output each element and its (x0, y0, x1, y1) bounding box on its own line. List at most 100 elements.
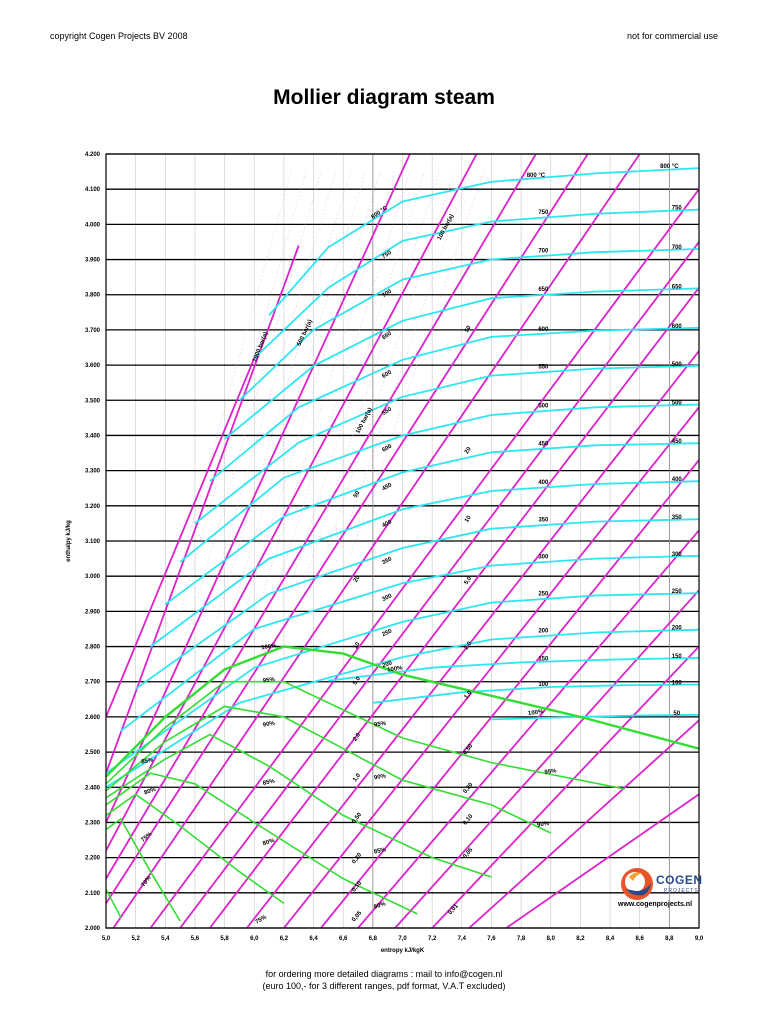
x-tick-label: 8,0 (547, 936, 556, 942)
curve-label: 20 (464, 446, 473, 455)
isobar-line (431, 645, 699, 928)
curve-label: 450 (538, 441, 549, 447)
y-tick-label: 2.900 (85, 609, 101, 615)
x-tick-label: 9,0 (695, 936, 704, 942)
isobar-line (209, 287, 699, 928)
curve-label: 50 (673, 711, 680, 717)
isobar-line (106, 245, 300, 774)
curve-label: 150 (672, 654, 683, 660)
curve-label: 90% (537, 821, 551, 829)
ordering-line-2: (euro 100,- for 3 different ranges, pdf … (262, 981, 506, 991)
y-tick-label: 3.800 (85, 293, 101, 299)
curve-label: 0,20 (351, 852, 363, 865)
curve-label: 10 (464, 514, 473, 523)
y-tick-label: 3.700 (85, 328, 101, 334)
curve-label: 2,0 (352, 732, 362, 743)
x-tick-label: 8,2 (576, 936, 585, 942)
curve-label: 70% (141, 875, 153, 889)
guide-line (261, 171, 396, 598)
curve-label: 650 (538, 287, 549, 293)
y-tick-label: 2.700 (85, 680, 101, 686)
curve-label: 350 (381, 556, 393, 566)
curve-label: 10 (353, 641, 362, 650)
y-tick-label: 2.300 (85, 820, 101, 826)
curve-label: 750 (381, 250, 393, 261)
quality-line (106, 772, 418, 915)
curve-label: 400 (538, 480, 549, 486)
isobar-line (246, 350, 699, 928)
isobar-line (179, 241, 699, 928)
quality-line (106, 888, 122, 918)
curve-label: 95% (544, 768, 557, 776)
isobar-line (320, 459, 699, 928)
y-tick-label: 3.600 (85, 363, 101, 369)
isobar-line (106, 154, 411, 823)
curve-label: 100 (672, 681, 683, 687)
isobar-line (283, 406, 699, 928)
curve-label: 0,01 (448, 903, 461, 916)
logo-url: www.cogenprojects.nl (618, 901, 693, 908)
ordering-info: for ordering more detailed diagrams : ma… (0, 968, 768, 992)
isobar-line (357, 529, 699, 928)
isobar-line (394, 589, 699, 928)
logo-name: COGEN (656, 873, 703, 887)
x-tick-label: 7,2 (428, 936, 437, 942)
logo-subtitle: PROJECTS (664, 888, 699, 894)
curve-label: 95% (263, 677, 276, 685)
isotherm-line (253, 208, 699, 359)
curve-label: 250 (538, 592, 549, 598)
curve-label: 350 (672, 515, 683, 521)
x-tick-label: 6,0 (250, 936, 259, 942)
x-tick-label: 8,4 (606, 936, 615, 942)
x-axis-label: entropy kJ/kgK (381, 948, 425, 954)
curve-label: 450 (672, 439, 683, 445)
curve-label: 20 (353, 574, 362, 583)
quality-line (106, 733, 492, 878)
curve-label: 800 °C (527, 173, 546, 179)
isotherm-line (224, 287, 699, 440)
y-tick-label: 3.500 (85, 398, 101, 404)
quality-line (106, 705, 552, 834)
quality-line (106, 793, 285, 905)
curve-label: 90% (262, 721, 276, 729)
curve-label: 200 (672, 626, 683, 632)
y-tick-label: 3.900 (85, 258, 101, 264)
y-tick-label: 2.600 (85, 715, 101, 721)
curve-label: 2,0 (464, 640, 474, 651)
y-tick-label: 2.400 (85, 785, 101, 791)
curve-label: 300 (538, 555, 549, 561)
curve-label: 750 (672, 206, 683, 212)
x-tick-label: 5,2 (131, 936, 140, 942)
curve-layer (106, 154, 699, 928)
axis-layer: 5,0 5,2 5,4 5,6 5,8 6,0 6,2 6,4 6,6 6,8 7,0 7,2 7,4 7… (66, 152, 704, 954)
isobar-line (106, 154, 478, 852)
curve-label: 1,0 (464, 690, 474, 701)
cogen-logo: COGEN PROJECTS www.cogenprojects.nl (618, 865, 708, 910)
curve-label: 50 (464, 324, 473, 333)
y-tick-label: 3.200 (85, 504, 101, 510)
x-tick-label: 6,4 (309, 936, 318, 942)
curve-label: 300 (381, 593, 393, 603)
isotherm-line (149, 480, 699, 648)
x-tick-label: 7,4 (458, 936, 467, 942)
curve-label: 700 (672, 245, 683, 251)
curve-label: 90% (374, 773, 388, 781)
isotherm-line (194, 364, 699, 525)
curve-label: 5,0 (464, 575, 474, 586)
curve-label: 250 (381, 628, 393, 638)
curve-label: 85% (141, 758, 155, 766)
isobar-line (505, 793, 699, 928)
curve-label: 500 (538, 403, 549, 409)
isotherm-line (491, 713, 699, 721)
isobar-line (468, 719, 699, 928)
y-tick-label: 3.000 (85, 574, 101, 580)
x-tick-label: 6,6 (339, 936, 348, 942)
curve-label: 550 (538, 365, 549, 371)
curve-label: 400 (381, 519, 393, 529)
curve-label: 100% (261, 643, 278, 651)
curve-label: 80% (262, 838, 276, 848)
curve-label: 700 (381, 288, 393, 299)
curve-label: 100% (528, 709, 545, 717)
isotherm-line (179, 403, 699, 563)
